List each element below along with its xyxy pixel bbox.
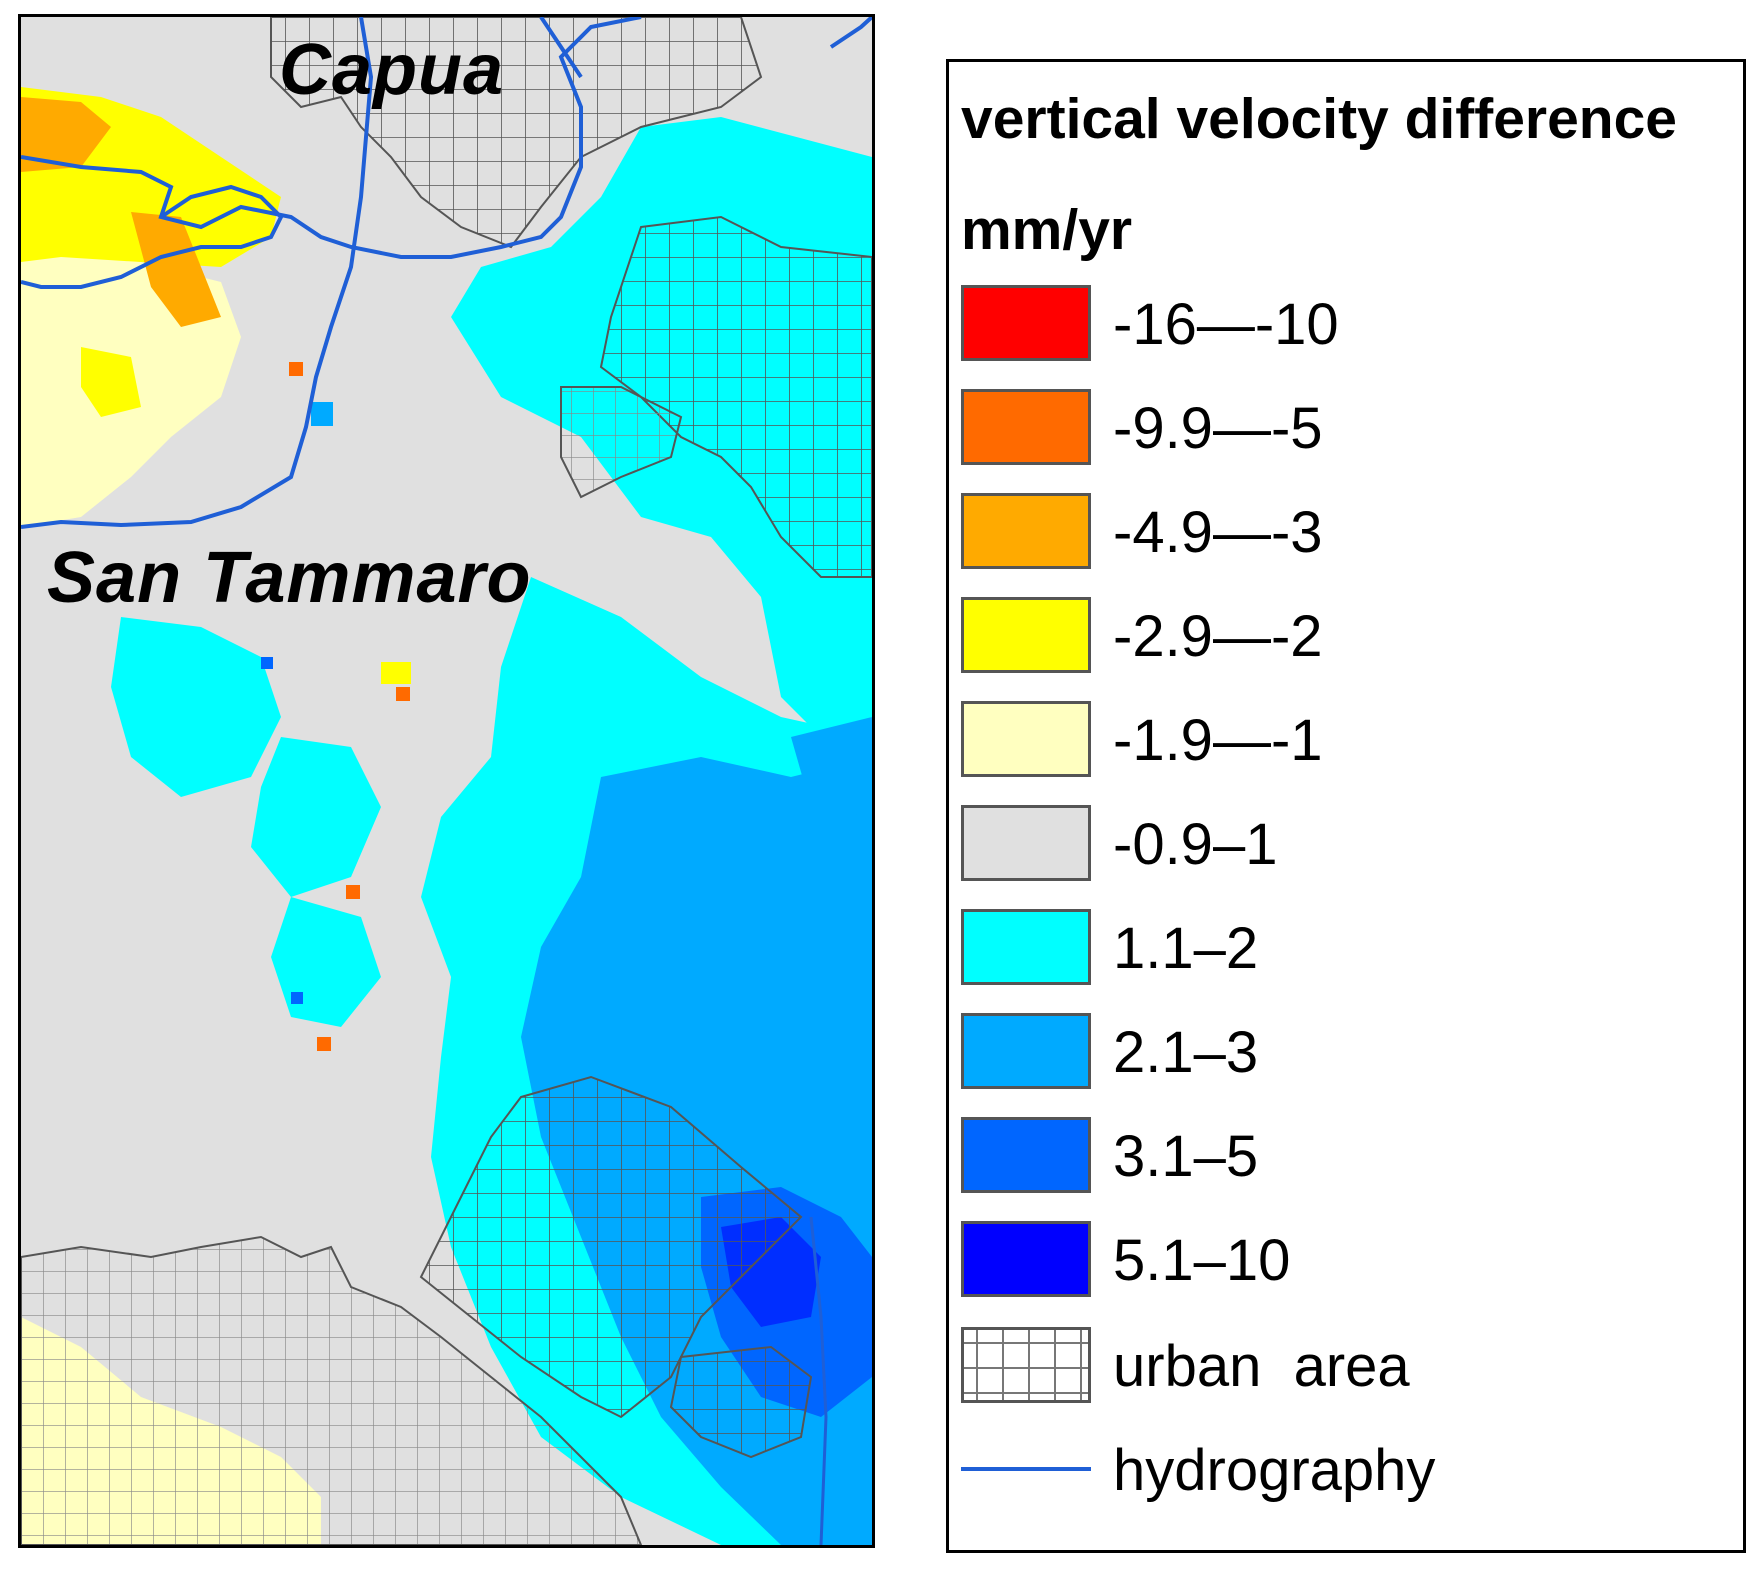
legend-item: -4.9—-3 xyxy=(961,493,1731,573)
pixel-blue-2 xyxy=(261,657,273,669)
legend-label: -2.9—-2 xyxy=(1113,604,1323,669)
legend-item: 2.1–3 xyxy=(961,1013,1731,1093)
urban-capua xyxy=(270,17,763,249)
pixel-orange xyxy=(396,687,410,701)
place-label-capua: Capua xyxy=(279,30,505,110)
river-east-edge xyxy=(809,1216,828,1545)
urban-area-swatch xyxy=(961,1327,1091,1403)
zone-cyan-mid-patch xyxy=(251,737,381,897)
legend-label: 2.1–3 xyxy=(1113,1020,1259,1085)
legend-swatch xyxy=(961,493,1091,569)
legend-swatch xyxy=(961,701,1091,777)
urban-east-1 xyxy=(599,215,872,578)
pixel-yellow xyxy=(381,662,411,684)
legend-swatch xyxy=(961,805,1091,881)
legend-label: -16—-10 xyxy=(1113,292,1339,357)
legend-swatch xyxy=(961,389,1091,465)
legend-item: -1.9—-1 xyxy=(961,701,1731,781)
legend-item: -9.9—-5 xyxy=(961,389,1731,469)
legend-label: 3.1–5 xyxy=(1113,1124,1259,1189)
legend: vertical velocity difference mm/yr -16—-… xyxy=(946,59,1746,1553)
river-north xyxy=(21,17,642,259)
urban-southwest xyxy=(21,1235,643,1545)
zone-lightblue-ne xyxy=(791,717,872,817)
legend-label: -9.9—-5 xyxy=(1113,396,1323,461)
legend-swatch xyxy=(961,1117,1091,1193)
zone-orange-nw2 xyxy=(131,212,221,327)
legend-label-urban: urban area xyxy=(1113,1334,1410,1399)
legend-unit: mm/yr xyxy=(961,198,1133,262)
place-label-san-tammaro: San Tammaro xyxy=(47,538,532,618)
zone-yellow-west xyxy=(81,347,141,417)
legend-item-hydrography: hydrography xyxy=(961,1431,1731,1511)
pixel-orange-4 xyxy=(289,362,303,376)
legend-item: 5.1–10 xyxy=(961,1221,1731,1301)
legend-swatch xyxy=(961,1221,1091,1297)
map-panel: Capua San Tammaro xyxy=(18,14,875,1548)
velocity-map xyxy=(21,17,872,1545)
urban-east-2 xyxy=(560,386,683,499)
legend-label: -1.9—-1 xyxy=(1113,708,1323,773)
pixel-blue-3 xyxy=(291,992,303,1004)
pixel-orange-3 xyxy=(317,1037,331,1051)
river-east xyxy=(829,17,872,49)
legend-item-urban: urban area xyxy=(961,1327,1731,1407)
zone-cyan-west-patch xyxy=(111,617,281,797)
river-san-tammaro xyxy=(21,17,374,529)
legend-label-hydrography: hydrography xyxy=(1113,1438,1436,1503)
legend-label: -0.9–1 xyxy=(1113,812,1278,877)
legend-item: -2.9—-2 xyxy=(961,597,1731,677)
zone-orange-nw xyxy=(21,97,111,172)
legend-swatch xyxy=(961,285,1091,361)
urban-south-east xyxy=(669,1345,813,1459)
legend-label: 5.1–10 xyxy=(1113,1228,1291,1293)
legend-label: 1.1–2 xyxy=(1113,916,1259,981)
hydrography-line-swatch xyxy=(961,1467,1091,1471)
legend-label: -4.9—-3 xyxy=(1113,500,1323,565)
legend-swatch xyxy=(961,1013,1091,1089)
pixel-blue xyxy=(311,402,333,426)
pixel-orange-2 xyxy=(346,885,360,899)
legend-item: -0.9–1 xyxy=(961,805,1731,885)
urban-south-center xyxy=(419,1075,803,1419)
river-north-loop xyxy=(21,184,284,289)
legend-item: -16—-10 xyxy=(961,285,1731,365)
river-capua-east xyxy=(539,17,583,79)
legend-title: vertical velocity difference xyxy=(961,87,1678,151)
legend-item: 1.1–2 xyxy=(961,909,1731,989)
legend-swatch xyxy=(961,597,1091,673)
legend-swatch xyxy=(961,909,1091,985)
legend-item: 3.1–5 xyxy=(961,1117,1731,1197)
